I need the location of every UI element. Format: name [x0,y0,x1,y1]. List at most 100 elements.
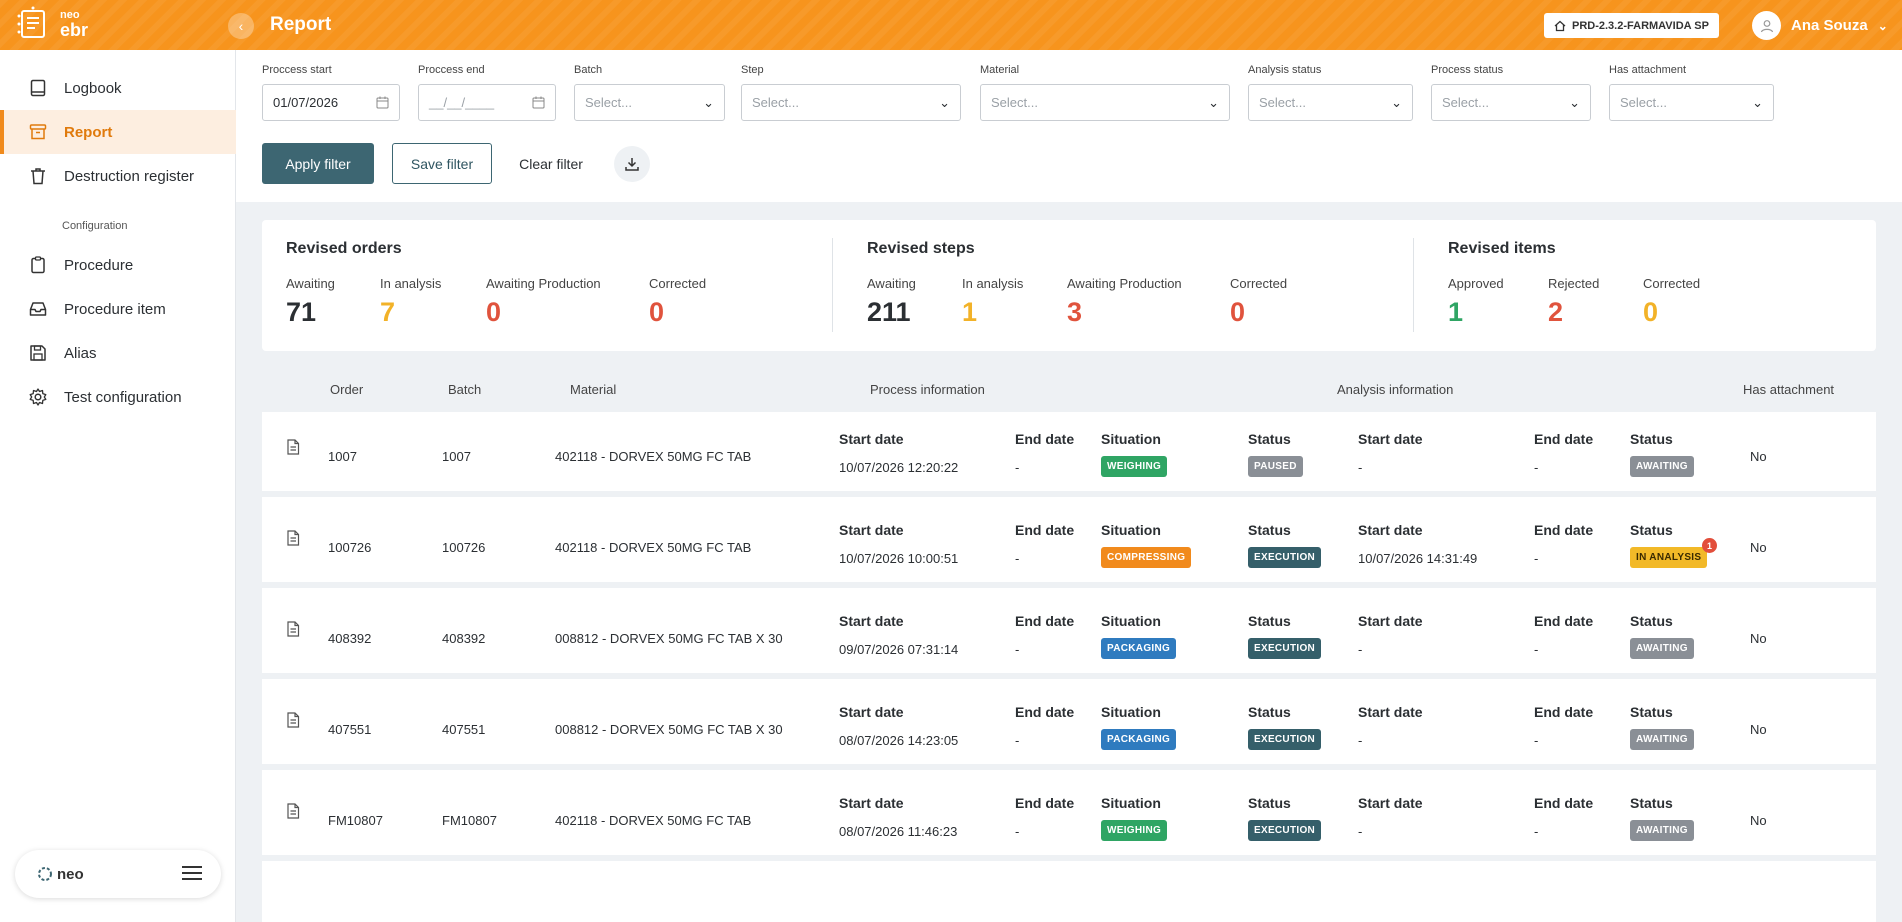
analysis-status-label: Status [1630,704,1673,720]
table-row[interactable]: FM10807 FM10807 402118 - DORVEX 50MG FC … [262,777,1876,861]
analysis-status-text: AWAITING [1630,820,1694,841]
chevron-down-icon: ⌄ [1208,94,1219,110]
column-analysis-information: Analysis information [1337,382,1454,397]
document-icon[interactable] [286,621,300,640]
sidebar-item-destruction-register[interactable]: Destruction register [0,154,236,198]
process-start-date: 10/07/2026 10:00:51 [839,551,959,566]
sidebar-item-label: Logbook [64,79,122,97]
chevron-down-icon: ⌄ [1877,18,1888,33]
analysis-status-label: Status [1630,522,1673,538]
document-icon[interactable] [286,803,300,822]
step-select[interactable]: Select... ⌄ [741,84,961,121]
download-button[interactable] [614,146,650,182]
stat-label: Awaiting [286,276,335,291]
material-filter: Material Select... ⌄ [980,64,1230,121]
hamburger-menu-icon[interactable] [181,865,203,884]
clear-filter-button[interactable]: Clear filter [519,155,583,172]
column-order[interactable]: Order [330,382,364,397]
orders-in-analysis: In analysis 7 [380,276,441,328]
process-end-input[interactable]: __/__/____ [418,84,556,121]
analysis-status-badge[interactable]: AWAITING [1630,729,1694,750]
sidebar-item-test-configuration[interactable]: Test configuration [0,375,236,419]
steps-in-analysis: In analysis 1 [962,276,1023,328]
table-row[interactable]: 407551 407551 008812 - DORVEX 50MG FC TA… [262,686,1876,770]
table-row[interactable]: 1007 1007 402118 - DORVEX 50MG FC TAB St… [262,413,1876,497]
process-status-text: EXECUTION [1248,729,1322,750]
stat-value: 0 [649,297,665,327]
analysis-start-date: 10/07/2026 14:31:49 [1358,551,1478,566]
notification-count-badge[interactable]: 1 [1702,538,1717,553]
process-status-label: Status [1248,704,1291,720]
document-icon[interactable] [286,530,300,549]
sidebar-section-label: Configuration [62,220,128,232]
process-end-date: - [1015,824,1020,839]
items-approved: Approved 1 [1448,276,1504,328]
analysis-start-date-label: Start date [1358,613,1423,629]
save-filter-button[interactable]: Save filter [392,143,492,184]
situation-label: Situation [1101,431,1161,447]
stat-label: Corrected [1643,276,1701,291]
sidebar-item-alias[interactable]: Alias [0,331,236,375]
sidebar-item-report[interactable]: Report [0,110,236,154]
clipboard-icon [31,256,45,274]
stat-label: Awaiting Production [1067,276,1182,291]
batch-select[interactable]: Select... ⌄ [574,84,725,121]
document-icon[interactable] [286,439,300,458]
user-name: Ana Souza [1791,17,1868,34]
steps-corrected: Corrected 0 [1230,276,1287,328]
process-end-date: - [1015,460,1020,475]
steps-awaiting: Awaiting 211 [867,276,916,328]
analysis-status-badge[interactable]: AWAITING [1630,820,1694,841]
table-row[interactable]: 100726 100726 402118 - DORVEX 50MG FC TA… [262,504,1876,588]
analysis-status-badge[interactable]: AWAITING [1630,638,1694,659]
situation-text: PACKAGING [1101,638,1177,659]
apply-filter-button[interactable]: Apply filter [262,143,374,184]
analysis-status-select[interactable]: Select... ⌄ [1248,84,1413,121]
revised-orders-group: Revised orders [286,240,826,270]
environment-badge[interactable]: PRD-2.3.2-FARMAVIDA SP [1544,13,1719,38]
document-icon[interactable] [286,712,300,731]
calendar-icon [532,96,545,109]
column-batch[interactable]: Batch [448,382,482,397]
analysis-status-badge[interactable]: IN ANALYSIS 1 [1630,538,1717,568]
column-has-attachment[interactable]: Has attachment [1743,382,1835,397]
process-status-select[interactable]: Select... ⌄ [1431,84,1591,121]
sidebar-item-procedure-item[interactable]: Procedure item [0,287,236,331]
has-attachment-select[interactable]: Select... ⌄ [1609,84,1774,121]
collapse-sidebar-button[interactable]: ‹ [228,13,254,39]
material-select[interactable]: Select... ⌄ [980,84,1230,121]
situation-badge: PACKAGING [1101,729,1177,750]
analysis-start-date-label: Start date [1358,522,1423,538]
analysis-status-badge[interactable]: AWAITING [1630,456,1694,477]
items-rejected: Rejected 2 [1548,276,1599,328]
orders-corrected: Corrected 0 [649,276,706,328]
sidebar-item-procedure[interactable]: Procedure [0,243,236,287]
batch-cell: 100726 [442,540,486,555]
process-start-label: Proccess start [262,64,332,76]
user-menu[interactable]: Ana Souza ⌄ [1752,11,1888,40]
analysis-status-label: Status [1630,431,1673,447]
process-start-input[interactable]: 01/07/2026 [262,84,400,121]
order-cell: 407551 [328,722,372,737]
stat-label: Rejected [1548,276,1600,291]
process-start-date-label: Start date [839,522,904,538]
sidebar-item-logbook[interactable]: Logbook [0,66,236,110]
app-logo[interactable]: neo ebr [16,6,88,42]
sidebar: Logbook Report Destruction register Conf… [0,50,236,922]
process-status-label: Status [1248,431,1291,447]
order-cell: FM10807 [328,813,383,828]
process-status-label: Status [1248,795,1291,811]
has-attachment-cell: No [1750,449,1767,464]
stat-label: Corrected [1230,276,1288,291]
situation-badge: WEIGHING [1101,820,1168,841]
top-bar: neo ebr ‹ Report PRD-2.3.2-FARMAVIDA SP … [0,0,1902,50]
table-row[interactable]: 408392 408392 008812 - DORVEX 50MG FC TA… [262,595,1876,679]
column-material[interactable]: Material [570,382,617,397]
analysis-start-date: - [1358,824,1363,839]
process-status-text: EXECUTION [1248,638,1322,659]
analysis-status-filter: Analysis status Select... ⌄ [1248,64,1413,121]
has-attachment-cell: No [1750,540,1767,555]
batch-cell: 407551 [442,722,486,737]
situation-text: PACKAGING [1101,729,1177,750]
has-attachment-placeholder: Select... [1620,95,1667,110]
